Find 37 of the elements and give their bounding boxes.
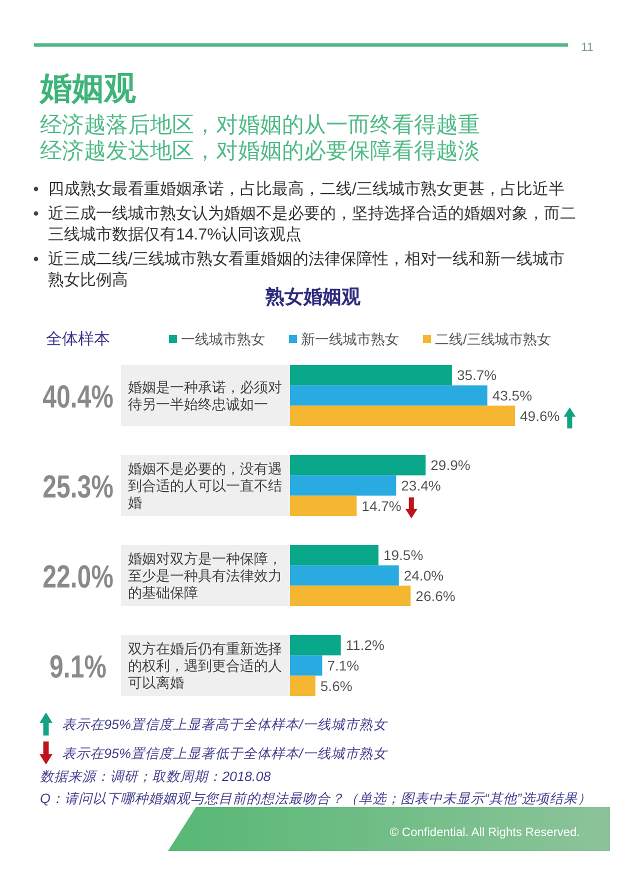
data-label: 7.1% [327,658,360,674]
text: 四成熟女最看重婚姻承诺，占比最高，二线/三线城市熟女更甚，占比近半 [48,180,564,198]
text: 9.1% [50,648,122,684]
text: 全体样本 [46,330,110,348]
bar [290,565,399,586]
text: © Confidential. All Rights Reserved. [390,825,580,839]
text: 11 [581,40,594,54]
data-label: 23.4% [401,478,441,494]
data-label: 35.7% [456,367,497,384]
bar [290,545,378,566]
legend-label: 二线/三线城市熟女 [435,331,551,347]
data-label: 29.9% [430,457,470,474]
text: 表示在95%置信度上显著低于全体样本/一线城市熟女 [62,746,388,761]
text: 婚姻观 [39,70,136,106]
data-label: 11.2% [346,637,384,654]
data-label: 49.6% [520,408,560,424]
data-label: 43.5% [492,388,532,404]
text: 经济越发达地区，对婚姻的必要保障看得越淡 [40,138,480,163]
source-note: 数据来源：调研；取数周期：2018.08 [40,769,272,784]
bar [290,655,322,676]
data-label: 24.0% [404,568,444,584]
legend-label: 一线城市熟女 [181,331,265,347]
chart-title: 熟女婚姻观 [264,286,362,308]
data-label: 5.6% [320,678,352,694]
text: Q：请问以下哪种婚姻观与您目前的想法最吻合？（单选；图表中未显示“其他”选项结果） [40,791,592,806]
data-label: 14.7% [362,498,402,514]
text: 经济越落后地区，对婚姻的从一而终看得越重 [40,112,480,137]
data-label: 26.6% [416,588,456,604]
bar [290,475,396,496]
legend-label: 新一线城市熟女 [301,331,399,347]
y-tick-label: 双方在婚后仍有重新选择的权利，遇到更合适的人可以离婚 [128,640,282,690]
data-label: 19.5% [383,547,424,564]
text: 近三成一线城市熟女认为婚姻不是必要的，坚持选择合适的婚姻对象，而二三线城市数据仅有14.7%认同该观点 [48,204,576,244]
bar [290,496,357,516]
bar [290,676,316,696]
text: 表示在95%置信度上显著高于全体样本/一线城市熟女 [62,717,388,732]
bar [290,635,341,656]
